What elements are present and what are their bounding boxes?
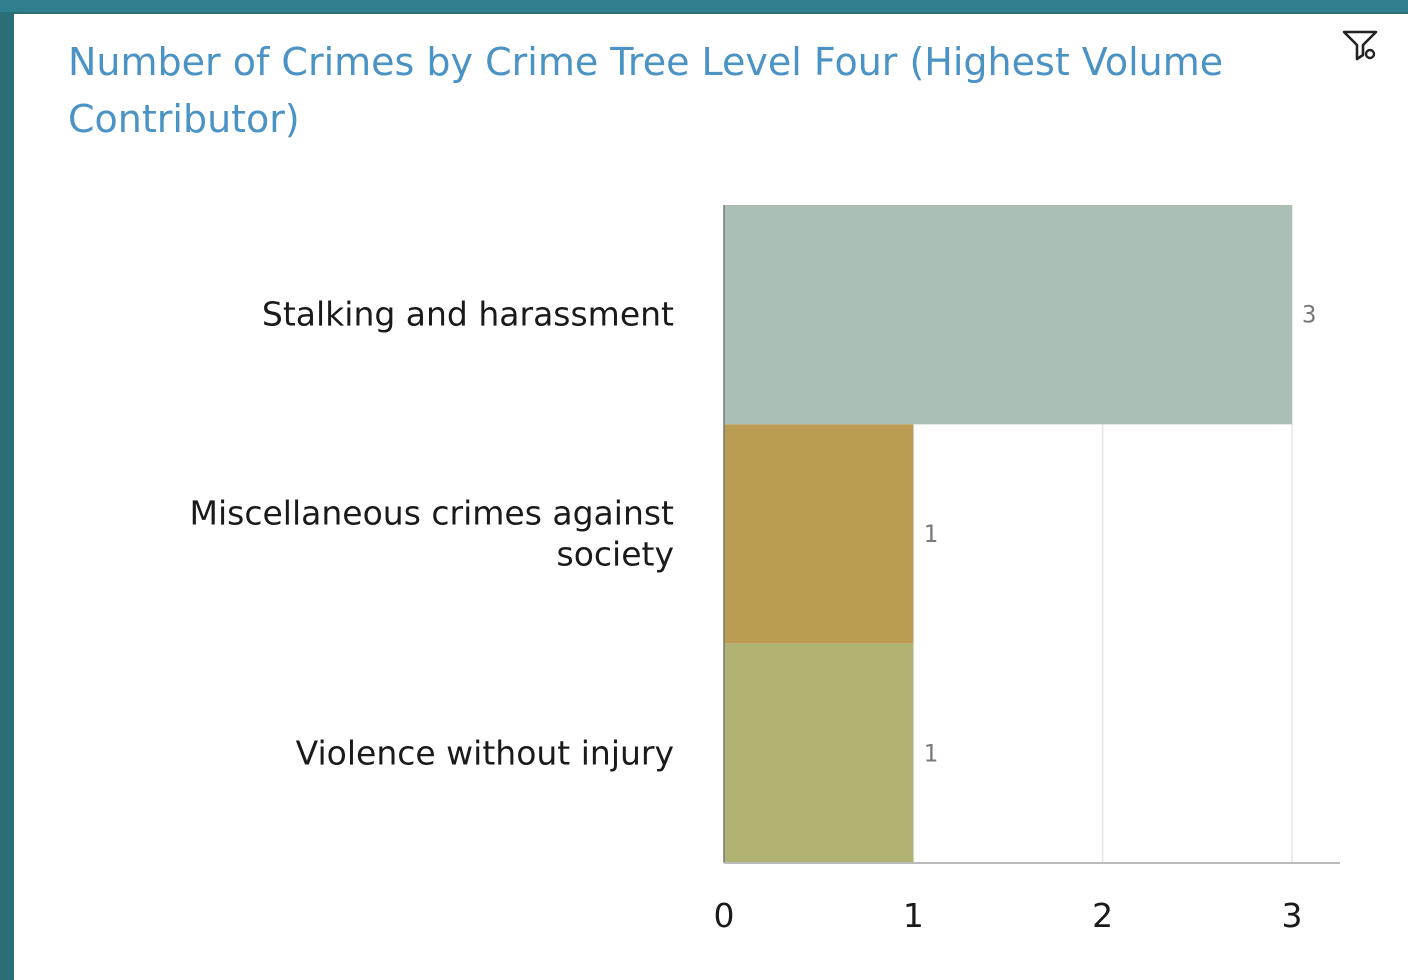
bar-0 — [724, 205, 1292, 425]
x-tick-label-1: 1 — [903, 896, 924, 935]
chart-widget: Number of Crimes by Crime Tree Level Fou… — [14, 14, 1408, 980]
chart-title: Number of Crimes by Crime Tree Level Fou… — [68, 40, 1224, 141]
data-label-1: 1 — [923, 520, 937, 548]
data-label-2: 1 — [923, 739, 937, 767]
x-tick-label-0: 0 — [714, 896, 735, 935]
category-label-2: Violence without injury — [296, 733, 674, 772]
x-tick-label-3: 3 — [1282, 896, 1303, 935]
bar-2 — [724, 643, 914, 863]
bar-1 — [724, 424, 914, 644]
bar-chart: 3 1 1 Stalking and harassment Miscellaneous … — [190, 205, 1340, 935]
x-tick-label-2: 2 — [1092, 896, 1113, 935]
filter-icon — [1342, 30, 1378, 61]
filter-button[interactable] — [1340, 28, 1380, 62]
category-label-1: Miscellaneous crimes against society — [190, 494, 675, 574]
category-label-0: Stalking and harassment — [262, 295, 674, 334]
data-label-0: 3 — [1302, 301, 1316, 329]
